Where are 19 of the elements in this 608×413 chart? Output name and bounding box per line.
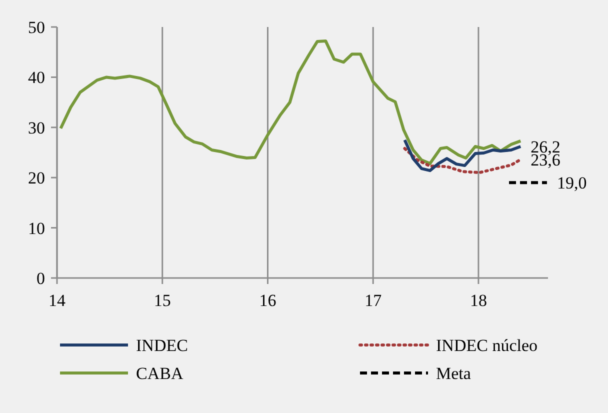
legend-label: INDEC núcleo [436,336,538,355]
x-tick-label: 16 [259,291,276,310]
data-label: 19,0 [556,174,587,193]
x-tick-label: 14 [48,291,66,310]
y-tick-label: 10 [28,218,45,238]
y-tick-label: 0 [36,268,45,288]
legend-label: INDEC [136,336,188,355]
line-series [403,138,522,172]
x-tick-label: 15 [154,291,171,310]
y-tick-label: 30 [28,118,45,138]
y-tick-label: 20 [28,168,45,188]
line-series [59,40,522,166]
legend-label: Meta [436,364,472,383]
x-tick-label: 17 [364,291,382,310]
line-series [403,146,522,174]
legend-label: CABA [136,364,184,383]
x-tick-label: 18 [470,291,487,310]
y-tick-label: 50 [28,18,45,37]
y-tick-label: 40 [28,68,45,88]
